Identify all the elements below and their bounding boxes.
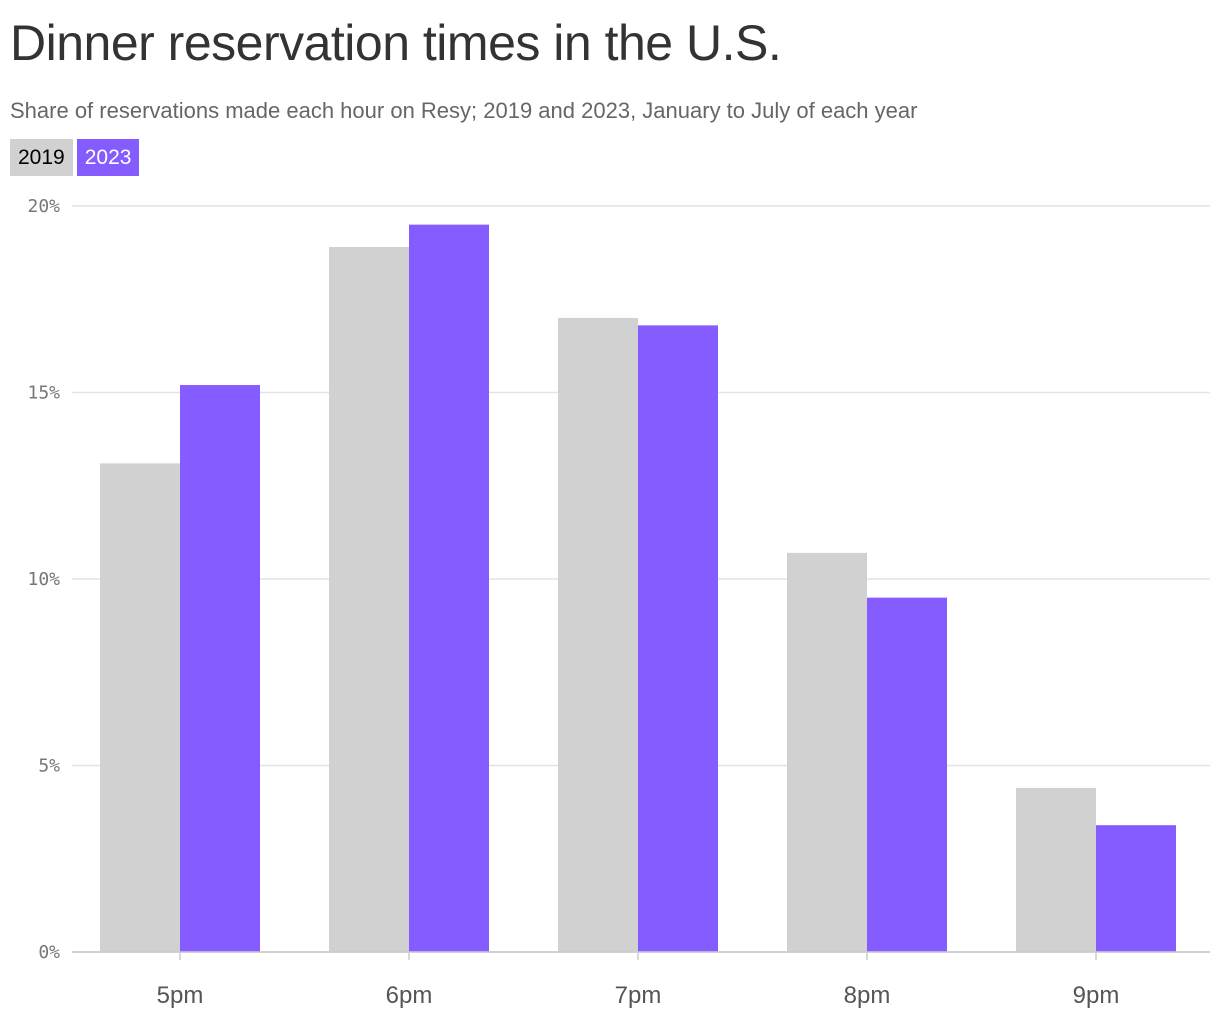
x-tick-label: 8pm [844, 982, 891, 1009]
x-tick-label: 6pm [386, 982, 433, 1009]
bar-2023-8pm [867, 597, 947, 952]
legend-item-2019: 2019 [10, 139, 73, 176]
bar-2019-5pm [100, 463, 180, 952]
chart-title: Dinner reservation times in the U.S. [10, 15, 782, 71]
x-tick-label: 9pm [1073, 982, 1120, 1009]
bar-2019-6pm [329, 247, 409, 952]
bar-2023-7pm [638, 325, 718, 952]
y-tick-label: 10% [27, 569, 60, 590]
bar-2023-5pm [180, 385, 260, 952]
y-tick-label: 5% [38, 756, 60, 777]
bar-2023-6pm [409, 224, 489, 952]
legend-item-2023: 2023 [76, 139, 140, 176]
x-tick-label: 5pm [157, 982, 204, 1009]
bar-2019-7pm [558, 317, 638, 952]
y-tick-label: 0% [38, 942, 60, 963]
bar-2019-9pm [1016, 787, 1096, 952]
chart-subtitle: Share of reservations made each hour on … [10, 98, 918, 123]
y-tick-label: 20% [27, 196, 60, 217]
bar-2023-9pm [1096, 825, 1176, 952]
x-tick-label: 7pm [615, 982, 662, 1009]
bar-2019-8pm [787, 552, 867, 952]
legend: 2019 2023 [10, 139, 140, 176]
y-tick-label: 15% [27, 383, 60, 404]
